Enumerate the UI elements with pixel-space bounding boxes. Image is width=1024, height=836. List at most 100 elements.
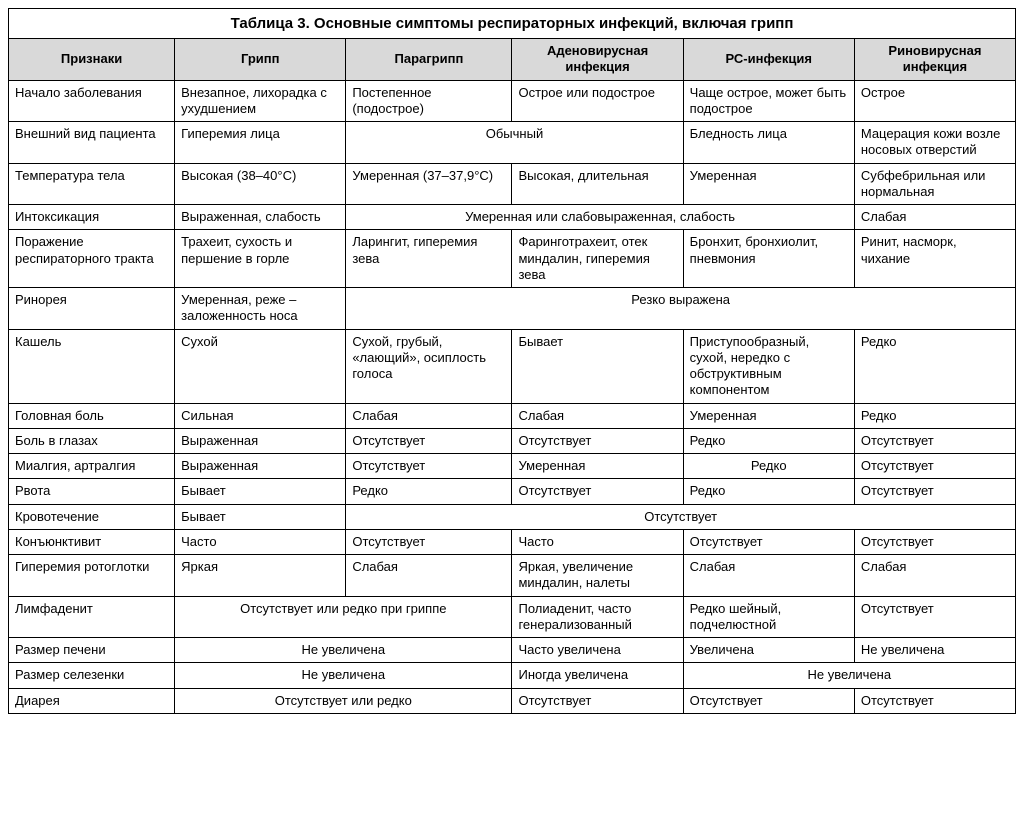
table-cell: Бывает [512,329,683,403]
row-label: Гиперемия ротоглотки [9,555,175,597]
table-cell: Выраженная [175,454,346,479]
table-cell: Редко [854,403,1015,428]
col-header-flu: Грипп [175,39,346,81]
table-cell: Умеренная [683,163,854,205]
table-cell: Отсутствует [854,688,1015,713]
table-cell: Умеренная [512,454,683,479]
table-cell: Бывает [175,479,346,504]
table-row: Начало заболеванияВнезапное, лихорадка с… [9,80,1016,122]
table-cell: Внезапное, лихорадка с ухудшением [175,80,346,122]
table-row: Размер печениНе увеличенаЧасто увеличена… [9,638,1016,663]
table-row: Поражение респираторного трактаТрахеит, … [9,230,1016,288]
row-label: Лимфаденит [9,596,175,638]
table-cell: Редко [346,479,512,504]
table-cell: Умеренная или слабовыраженная, слабость [346,205,855,230]
row-label: Начало заболевания [9,80,175,122]
table-cell: Слабая [346,555,512,597]
table-cell: Сухой [175,329,346,403]
table-cell: Отсутствует [512,428,683,453]
row-label: Рвота [9,479,175,504]
table-row: Гиперемия ротоглоткиЯркаяСлабаяЯркая, ув… [9,555,1016,597]
table-cell: Отсутствует [512,688,683,713]
table-cell: Слабая [512,403,683,428]
table-cell: Гиперемия лица [175,122,346,164]
table-cell: Редко [854,329,1015,403]
table-caption: Таблица 3. Основные симптомы респираторн… [8,8,1016,38]
row-label: Боль в глазах [9,428,175,453]
table-cell: Бронхит, бронхиолит, пневмония [683,230,854,288]
table-row: Миалгия, артралгияВыраженнаяОтсутствуетУ… [9,454,1016,479]
row-label: Миалгия, артралгия [9,454,175,479]
table-body: Начало заболеванияВнезапное, лихорадка с… [9,80,1016,713]
table-row: Внешний вид пациентаГиперемия лицаОбычны… [9,122,1016,164]
table-cell: Ринит, насморк, чихание [854,230,1015,288]
table-cell: Сухой, грубый, «лающий», осиплость голос… [346,329,512,403]
table-cell: Слабая [346,403,512,428]
table-cell: Мацерация кожи возле носовых отверстий [854,122,1015,164]
table-cell: Отсутствует [854,454,1015,479]
table-row: Размер селезенки Не увеличенаИногда увели… [9,663,1016,688]
row-label: Кашель [9,329,175,403]
table-cell: Высокая, длительная [512,163,683,205]
table-cell: Не увеличена [175,638,512,663]
table-header-row: Признаки Грипп Парагрипп Аденовирусная и… [9,39,1016,81]
row-label: Конъюнктивит [9,529,175,554]
table-row: ИнтоксикацияВыраженная, слабостьУмеренна… [9,205,1016,230]
table-row: Боль в глазахВыраженнаяОтсутствуетОтсутс… [9,428,1016,453]
table-cell: Субфебрильная или нормальная [854,163,1015,205]
table-cell: Часто [512,529,683,554]
table-cell: Резко выражена [346,288,1016,330]
table-cell: Отсутствует [346,529,512,554]
table-cell: Сильная [175,403,346,428]
table-cell: Слабая [683,555,854,597]
table-cell: Ларингит, гиперемия зева [346,230,512,288]
table-cell: Редко [683,479,854,504]
row-label: Поражение респираторного тракта [9,230,175,288]
table-cell: Бледность лица [683,122,854,164]
table-cell: Бывает [175,504,346,529]
table-cell: Слабая [854,205,1015,230]
row-label: Кровотечение [9,504,175,529]
table-cell: Приступообразный, сухой, нередко с обстр… [683,329,854,403]
table-cell: Высокая (38–40°С) [175,163,346,205]
table-cell: Редко шейный, подчелюстной [683,596,854,638]
table-cell: Отсутствует [346,504,1016,529]
table-cell: Иногда увеличена [512,663,683,688]
row-label: Ринорея [9,288,175,330]
table-row: Головная больСильнаяСлабаяСлабаяУмеренна… [9,403,1016,428]
col-header-adenovirus: Аденовирусная инфекция [512,39,683,81]
table-cell: Постепенное (подострое) [346,80,512,122]
table-cell: Не увеличена [854,638,1015,663]
table-row: РвотаБываетРедкоОтсутствуетРедкоОтсутств… [9,479,1016,504]
symptoms-table: Таблица 3. Основные симптомы респираторн… [8,8,1016,714]
col-header-rsv: РС-инфекция [683,39,854,81]
table-row: РинореяУмеренная, реже – заложенность но… [9,288,1016,330]
table-cell: Часто увеличена [512,638,683,663]
table-cell: Выраженная, слабость [175,205,346,230]
table-cell: Редко [683,428,854,453]
table-cell: Отсутствует [854,428,1015,453]
table-cell: Отсутствует или редко при гриппе [175,596,512,638]
table-cell: Редко [683,454,854,479]
table-cell: Полиаденит, часто генерализованный [512,596,683,638]
table-cell: Отсутствует [854,596,1015,638]
table-cell: Отсутствует [346,454,512,479]
table-row: КровотечениеБываетОтсутствует [9,504,1016,529]
table-cell: Выраженная [175,428,346,453]
table-cell: Умеренная (37–37,9°С) [346,163,512,205]
table-cell: Умеренная [683,403,854,428]
table-cell: Не увеличена [683,663,1015,688]
col-header-rhinovirus: Риновирусная инфекция [854,39,1015,81]
table-cell: Фаринготрахеит, отек миндалин, гиперемия… [512,230,683,288]
row-label: Головная боль [9,403,175,428]
table-cell: Отсутствует [854,479,1015,504]
table-cell: Отсутствует [346,428,512,453]
table-row: Температура телаВысокая (38–40°С)Умеренн… [9,163,1016,205]
table-row: КашельСухойСухой, грубый, «лающий», осип… [9,329,1016,403]
row-label: Размер селезенки [9,663,175,688]
table-cell: Умеренная, реже – заложенность носа [175,288,346,330]
table-cell: Отсутствует [854,529,1015,554]
table-cell: Трахеит, сухость и першение в горле [175,230,346,288]
table-cell: Яркая [175,555,346,597]
table-cell: Обычный [346,122,683,164]
